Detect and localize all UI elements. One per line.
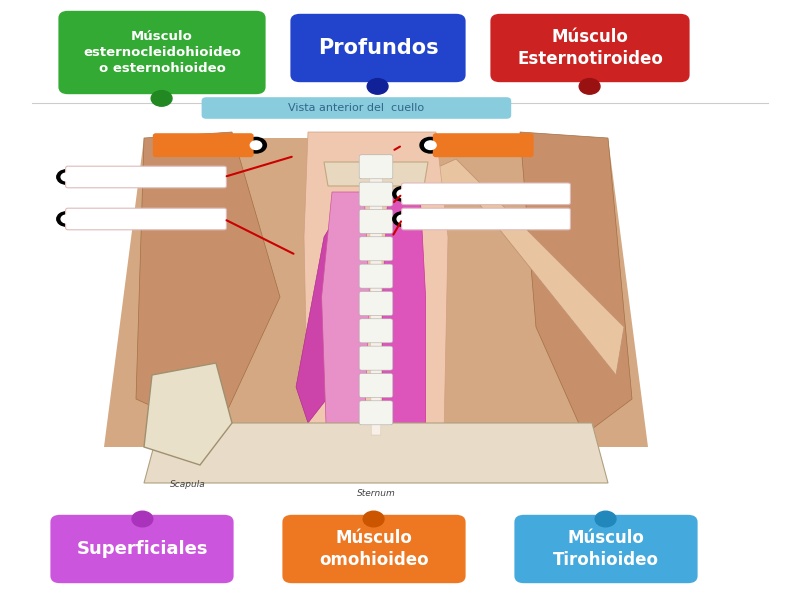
Text: Músculo
omohioideo: Músculo omohioideo: [319, 529, 429, 569]
FancyBboxPatch shape: [359, 346, 393, 370]
FancyBboxPatch shape: [58, 11, 266, 94]
FancyBboxPatch shape: [359, 373, 393, 397]
FancyBboxPatch shape: [433, 133, 534, 157]
Text: Sternum: Sternum: [357, 489, 395, 498]
Circle shape: [393, 187, 412, 201]
Polygon shape: [304, 132, 448, 435]
Polygon shape: [104, 138, 648, 447]
FancyBboxPatch shape: [359, 292, 393, 316]
FancyBboxPatch shape: [359, 319, 393, 343]
Text: Músculo
Esternotiroideo: Músculo Esternotiroideo: [517, 28, 663, 68]
Text: Músculo
esternocleidohioideo
o esternohioideo: Músculo esternocleidohioideo o esternohi…: [83, 30, 241, 75]
Polygon shape: [144, 423, 608, 483]
FancyBboxPatch shape: [66, 166, 226, 188]
Polygon shape: [416, 159, 624, 375]
Text: Scapula: Scapula: [170, 480, 206, 489]
Text: Músculo
Tirohioideo: Músculo Tirohioideo: [553, 529, 659, 569]
Circle shape: [393, 212, 412, 226]
FancyBboxPatch shape: [490, 14, 690, 82]
Polygon shape: [324, 162, 428, 186]
Circle shape: [61, 215, 72, 223]
Polygon shape: [322, 192, 370, 435]
Circle shape: [397, 190, 408, 198]
FancyBboxPatch shape: [359, 209, 393, 233]
FancyBboxPatch shape: [50, 515, 234, 583]
Polygon shape: [144, 363, 232, 465]
Circle shape: [132, 511, 153, 527]
Circle shape: [246, 137, 266, 153]
Circle shape: [57, 170, 76, 184]
Circle shape: [151, 91, 172, 106]
Circle shape: [367, 79, 388, 94]
FancyBboxPatch shape: [359, 401, 393, 425]
Circle shape: [57, 212, 76, 226]
Circle shape: [595, 511, 616, 527]
FancyBboxPatch shape: [290, 14, 466, 82]
FancyBboxPatch shape: [359, 182, 393, 206]
Circle shape: [363, 511, 384, 527]
FancyBboxPatch shape: [402, 183, 570, 205]
Circle shape: [420, 137, 441, 153]
FancyBboxPatch shape: [359, 237, 393, 261]
Circle shape: [61, 173, 72, 181]
Polygon shape: [382, 192, 426, 435]
Circle shape: [250, 141, 262, 149]
FancyBboxPatch shape: [153, 133, 254, 157]
Polygon shape: [520, 132, 632, 435]
Polygon shape: [136, 132, 280, 435]
Circle shape: [425, 141, 436, 149]
Text: Profundos: Profundos: [318, 38, 438, 58]
Text: Superficiales: Superficiales: [76, 540, 208, 558]
FancyBboxPatch shape: [282, 515, 466, 583]
Polygon shape: [296, 204, 368, 423]
FancyBboxPatch shape: [359, 264, 393, 288]
FancyBboxPatch shape: [202, 97, 511, 119]
Circle shape: [579, 79, 600, 94]
Circle shape: [397, 215, 408, 223]
FancyBboxPatch shape: [66, 208, 226, 230]
FancyBboxPatch shape: [402, 208, 570, 230]
Text: Vista anterior del  cuello: Vista anterior del cuello: [288, 103, 425, 113]
FancyBboxPatch shape: [514, 515, 698, 583]
Polygon shape: [370, 174, 382, 435]
FancyBboxPatch shape: [359, 155, 393, 179]
